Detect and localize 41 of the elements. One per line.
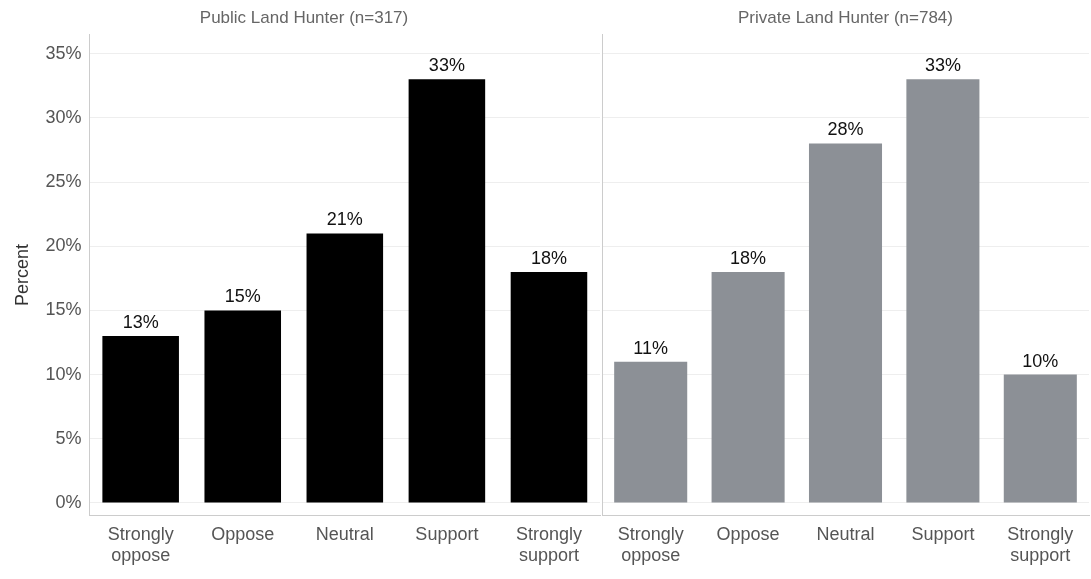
x-tick-label: Support	[415, 523, 479, 544]
bar	[808, 143, 883, 503]
x-tick-label: Neutral	[816, 523, 875, 544]
y-tick-label: 25%	[45, 171, 82, 191]
chart-title: Public Land Hunter (n=317)	[199, 7, 409, 27]
y-tick-label: 10%	[45, 363, 82, 384]
bar	[906, 79, 980, 503]
y-tick-label: 0%	[55, 491, 82, 512]
y-tick-label: 30%	[45, 106, 82, 127]
y-tick-label: 20%	[45, 235, 82, 256]
bar	[408, 79, 486, 503]
data-label: 21%	[326, 209, 363, 230]
x-tick-label: Strongly oppose	[617, 523, 684, 566]
x-tick-label: Neutral	[315, 523, 374, 544]
x-tick-label: Strongly oppose	[107, 523, 174, 566]
data-label: 11%	[633, 337, 669, 358]
data-label: 33%	[428, 55, 465, 76]
bar	[306, 233, 384, 503]
data-label: 28%	[827, 119, 864, 140]
x-tick-label: Oppose	[716, 523, 780, 544]
x-tick-label: Strongly support	[1007, 523, 1074, 566]
y-tick-label: 15%	[45, 299, 82, 320]
data-label: 18%	[530, 247, 567, 268]
x-tick-label: Strongly support	[515, 523, 582, 566]
bar	[1003, 374, 1077, 503]
bar	[711, 271, 785, 503]
bar	[614, 361, 688, 503]
data-label: 13%	[122, 312, 159, 333]
chart-title: Private Land Hunter (n=784)	[738, 7, 953, 27]
data-label: 18%	[730, 247, 767, 268]
x-tick-label: Support	[911, 523, 975, 544]
bar	[102, 336, 179, 503]
bar	[204, 310, 282, 503]
y-tick-label: 5%	[55, 427, 82, 448]
data-label: 33%	[924, 55, 961, 76]
data-label: 15%	[224, 286, 261, 307]
x-tick-label: Oppose	[211, 523, 275, 544]
data-label: 10%	[1022, 350, 1059, 371]
y-tick-label: 35%	[45, 42, 82, 63]
y-axis-title: Percent	[11, 244, 32, 307]
bar	[510, 271, 588, 503]
